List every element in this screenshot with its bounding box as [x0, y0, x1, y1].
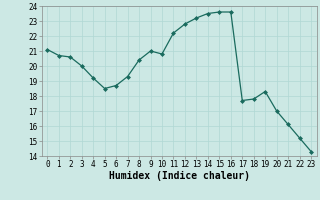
X-axis label: Humidex (Indice chaleur): Humidex (Indice chaleur) — [109, 171, 250, 181]
